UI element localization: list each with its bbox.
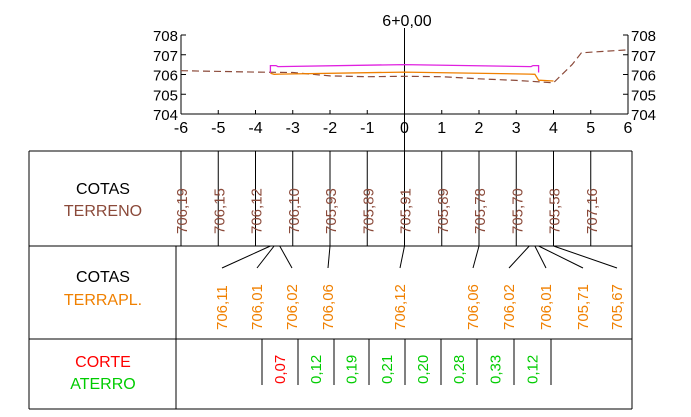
terrapleno-cota-label: 706,01: [538, 284, 555, 330]
terreno-cota-label: 706,19: [174, 188, 191, 234]
terreno-cota-label: 706,12: [249, 188, 266, 234]
y-tick-label-right: 706: [631, 68, 656, 85]
y-tick-label-right: 707: [631, 48, 656, 65]
terreno-cota-label: 706,15: [211, 188, 228, 234]
terreno-cotas: 706,19 706,15 706,12 706,10 705,93 705,89 705,…: [174, 151, 601, 246]
terreno-cota-label: 705,70: [509, 188, 526, 234]
x-tick-label: -1: [360, 120, 374, 137]
corte-aterro-value: 0,28: [451, 355, 468, 384]
terrapleno-cota-label: 706,02: [501, 284, 518, 330]
terreno-cota-label: 707,16: [584, 188, 601, 234]
terrapleno-leader: [472, 245, 480, 269]
terreno-cota-label: 705,78: [472, 188, 489, 234]
terreno-cota-label: 706,10: [286, 188, 303, 234]
terrapleno-cota-label: 705,67: [609, 284, 626, 330]
terrapleno-cota-label: 705,71: [575, 284, 592, 330]
x-tick-label: 1: [437, 120, 446, 137]
terrapleno-cota-label: 706,01: [249, 284, 266, 330]
terrapleno-leader: [534, 245, 547, 269]
y-tick-label-left: 705: [153, 87, 178, 104]
corte-aterro-value: 0,12: [308, 355, 325, 384]
y-tick-label-right: 705: [631, 87, 656, 104]
row-label-corte: CORTE: [75, 354, 131, 371]
terrapleno-leader: [256, 245, 275, 269]
terrapleno-leader: [399, 245, 405, 269]
terreno-cota-label: 705,89: [360, 188, 377, 234]
terreno-line: [180, 49, 629, 84]
terrapleno-cota-label: 706,11: [214, 285, 231, 330]
corte-aterro-value: 0,33: [488, 355, 505, 384]
x-tick-label: -2: [323, 120, 337, 137]
terreno-cota-label: 705,91: [398, 188, 415, 234]
terreno-cota-label: 705,58: [547, 188, 564, 234]
x-tick-label: 6: [624, 120, 633, 137]
row-label-terreno-line2: TERRENO: [64, 203, 142, 220]
corte-aterro-value: 0,19: [344, 355, 361, 384]
terrapleno-leader: [508, 245, 530, 269]
y-tick-label-left: 708: [153, 28, 178, 45]
terrapleno-leader: [327, 245, 331, 269]
y-tick-label-left: 706: [153, 68, 178, 85]
row-label-aterro: ATERRO: [70, 376, 135, 393]
x-tick-label: -4: [248, 120, 262, 137]
terrapleno-cotas: 706,11 706,01 706,02 706,06 706,12 706,06 706,…: [214, 245, 626, 330]
x-tick-label: 4: [549, 120, 558, 137]
corte-aterro-cells: 0,07 0,12 0,19 0,21 0,20 0,28 0,33 0,12: [261, 339, 552, 385]
terrapleno-cota-label: 706,06: [320, 284, 337, 330]
y-tick-label-right: 704: [631, 107, 656, 124]
y-tick-label-left: 707: [153, 48, 178, 65]
row-label-terrapleno-line2: TERRAPL.: [64, 292, 142, 309]
y-tick-label-right: 708: [631, 28, 656, 45]
terrapleno-line: [270, 71, 554, 82]
terrapleno-leader: [221, 245, 271, 269]
row-label-terrapleno: COTAS TERRAPL.: [64, 269, 142, 309]
terrapleno-leader: [553, 245, 618, 269]
row-label-terreno: COTAS TERRENO: [64, 181, 142, 220]
corte-aterro-value: 0,07: [272, 355, 289, 384]
station-title: 6+0,00: [382, 13, 431, 30]
terrapleno-cota-label: 706,12: [392, 284, 409, 330]
corte-aterro-value: 0,12: [525, 355, 542, 384]
pavement-line: [269, 63, 540, 73]
x-tick-label: -3: [286, 120, 300, 137]
x-tick-label: -6: [174, 120, 188, 137]
row-label-corte-aterro: CORTE ATERRO: [70, 354, 135, 393]
terreno-cota-label: 705,89: [435, 188, 452, 234]
terrapleno-cota-label: 706,06: [465, 284, 482, 330]
row-label-terrapleno-line1: COTAS: [76, 269, 130, 286]
x-tick-label: 2: [475, 120, 484, 137]
y-tick-label-left: 704: [153, 107, 178, 124]
terrapleno-leader: [538, 245, 584, 269]
corte-aterro-value: 0,20: [415, 355, 432, 384]
terrapleno-cota-label: 706,02: [284, 284, 301, 330]
x-tick-label: 3: [512, 120, 521, 137]
x-tick-label: -5: [211, 120, 225, 137]
x-tick-label: 0: [400, 120, 409, 137]
corte-aterro-value: 0,21: [379, 355, 396, 384]
x-tick-label: 5: [586, 120, 595, 137]
row-label-terreno-line1: COTAS: [76, 181, 130, 198]
terrapleno-leader: [279, 245, 293, 269]
terreno-cota-label: 705,93: [323, 188, 340, 234]
